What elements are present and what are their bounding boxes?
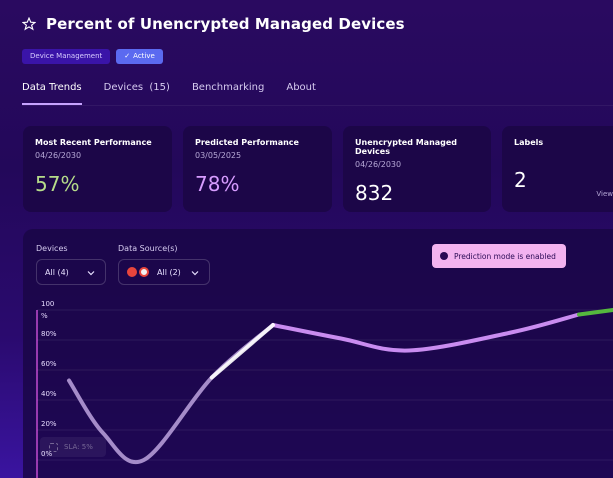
card-labels: Labels 2 View <box>502 126 613 212</box>
prediction-mode-badge: Prediction mode is enabled <box>432 244 566 268</box>
summary-cards: Most Recent Performance 04/26/2030 57% P… <box>23 126 613 212</box>
y-tick-label: 80% <box>41 330 57 338</box>
devices-select[interactable]: All (4) <box>36 259 106 285</box>
card-value: 78% <box>195 172 240 196</box>
tab-about[interactable]: About <box>286 82 316 93</box>
category-chip: Device Management <box>22 49 111 64</box>
sources-filter-label: Data Source(s) <box>118 244 178 253</box>
sources-select-value: All (2) <box>157 267 181 277</box>
status-badge: ✓ Active <box>116 49 163 64</box>
card-label: Labels <box>514 138 544 147</box>
series-line-highlight <box>209 323 275 380</box>
y-axis-unit-label: % <box>41 312 48 320</box>
card-predicted-performance: Predicted Performance 03/05/2025 78% <box>183 126 332 212</box>
y-tick-labels: 100 80% 60% 40% 20% 0%% <box>41 300 57 458</box>
tab-bar: Data Trends Devices (15) Benchmarking Ab… <box>22 82 613 106</box>
card-label: Predicted Performance <box>195 138 299 147</box>
sla-label: SLA: 5% <box>64 443 93 451</box>
page-title: Percent of Unencrypted Managed Devices <box>46 15 405 33</box>
y-tick-label: 0% <box>41 450 52 458</box>
devices-select-value: All (4) <box>45 267 69 277</box>
y-tick-label: 100 <box>41 300 54 308</box>
status-badge-label: Active <box>133 52 155 60</box>
y-tick-label: 20% <box>41 420 57 428</box>
card-value: 57% <box>35 172 80 196</box>
chevron-down-icon <box>191 271 199 276</box>
chart-panel <box>23 229 613 478</box>
chevron-down-icon <box>87 271 95 276</box>
source-target-icon <box>139 267 149 277</box>
prediction-mode-label: Prediction mode is enabled <box>454 251 556 261</box>
source-red-icon <box>127 267 137 277</box>
series-line-recent <box>577 308 613 317</box>
check-icon: ✓ <box>124 52 131 60</box>
chip-row: Device Management ✓ Active <box>22 49 163 64</box>
view-labels-link[interactable]: View <box>596 190 613 198</box>
card-value: 2 <box>514 168 527 192</box>
card-date: 04/26/2030 <box>35 151 82 160</box>
card-label: Most Recent Performance <box>35 138 152 147</box>
tab-data-trends[interactable]: Data Trends <box>22 82 82 106</box>
y-tick-label: 40% <box>41 390 57 398</box>
sources-select[interactable]: All (2) <box>118 259 210 285</box>
gridlines <box>37 309 613 461</box>
tab-benchmarking[interactable]: Benchmarking <box>191 82 265 93</box>
card-date: 03/05/2025 <box>195 151 242 160</box>
devices-filter-label: Devices <box>36 244 68 253</box>
star-icon[interactable] <box>22 17 36 31</box>
card-recent-performance: Most Recent Performance 04/26/2030 57% <box>23 126 172 212</box>
y-tick-label: 60% <box>41 360 57 368</box>
card-label: Unencrypted Managed Devices <box>355 138 458 156</box>
tab-devices[interactable]: Devices (15) <box>103 82 170 93</box>
series-lines <box>67 308 613 465</box>
sla-icon <box>49 442 58 452</box>
sla-toggle[interactable]: SLA: 5% <box>40 437 106 457</box>
prediction-icon <box>440 252 448 260</box>
card-date: 04/26/2030 <box>355 160 402 169</box>
card-unencrypted-devices: Unencrypted Managed Devices 04/26/2030 8… <box>343 126 491 212</box>
card-value: 832 <box>355 181 394 205</box>
header: Percent of Unencrypted Managed Devices <box>22 15 405 33</box>
series-line-predicted <box>271 312 581 353</box>
